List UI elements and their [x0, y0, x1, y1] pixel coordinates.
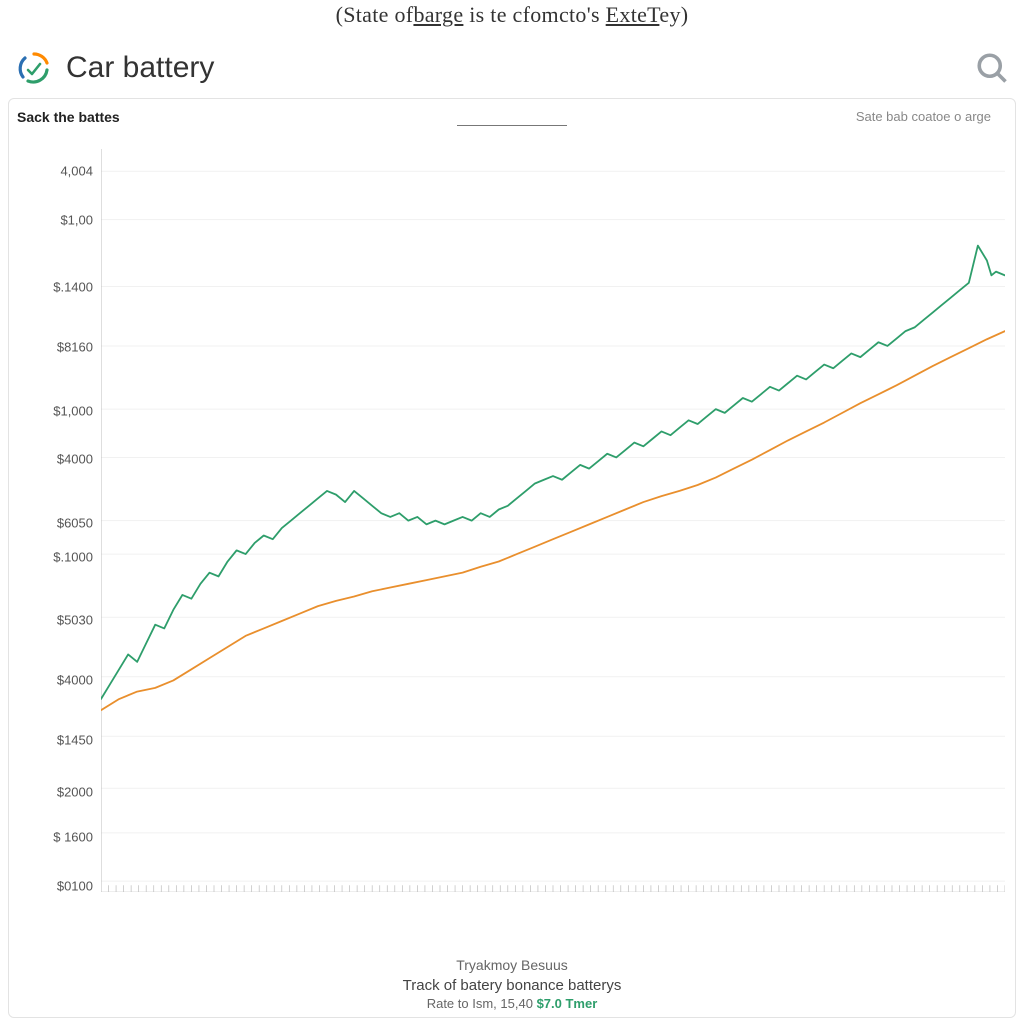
brand-title: Car battery	[66, 51, 214, 85]
caption-2: Track of batery bonance batterys	[9, 977, 1015, 994]
caption-3: Rate to Ism, 15,40 $7.0 Tmer	[9, 996, 1015, 1011]
y-tick-label: $1450	[57, 732, 93, 747]
captions: Tryakmoy Besuus Track of batery bonance …	[9, 957, 1015, 1011]
y-tick-label: $5030	[57, 613, 93, 628]
y-tick-label: 4,004	[60, 164, 93, 179]
legend-right-label: Sate bab coatoe o arge	[856, 109, 991, 124]
y-tick-label: $1,000	[53, 403, 93, 418]
y-tick-label: $8160	[57, 340, 93, 355]
legend-indicator-line	[457, 125, 567, 126]
chart-card: Sack the battes Sate bab coatoe o arge 4…	[8, 98, 1016, 1018]
y-tick-label: $4000	[57, 673, 93, 688]
y-tick-label: $6050	[57, 516, 93, 531]
card-top-left-label: Sack the battes	[17, 109, 120, 125]
chart-svg	[101, 149, 1005, 892]
logo-icon	[14, 48, 54, 88]
caption-3-prefix: Rate to Ism,	[427, 996, 501, 1011]
caption-3-mid: 15,40	[500, 996, 533, 1011]
y-axis: 4,004 $1,00 $.1400 $8160 $1,000 $4000 $6050 $.1…	[9, 149, 101, 897]
y-tick-label: $0100	[57, 878, 93, 893]
y-tick-label: $.1400	[53, 280, 93, 295]
plot-area: 4,004 $1,00 $.1400 $8160 $1,000 $4000 $6050 $.1…	[9, 149, 1005, 897]
header: Car battery	[14, 42, 1010, 94]
brand: Car battery	[14, 48, 214, 88]
y-tick-label: $.1000	[53, 549, 93, 564]
y-tick-label: $ 1600	[53, 830, 93, 845]
y-tick-label: $4000	[57, 452, 93, 467]
y-tick-label: $2000	[57, 785, 93, 800]
y-tick-label: $1,00	[60, 213, 93, 228]
caption-3-green: $7.0 Tmer	[533, 996, 597, 1011]
search-icon[interactable]	[974, 50, 1010, 86]
series-green	[101, 246, 1005, 699]
page-subtitle: (State ofbarge is te cfomcto's ExteTey)	[0, 2, 1024, 28]
caption-1: Tryakmoy Besuus	[9, 957, 1015, 973]
